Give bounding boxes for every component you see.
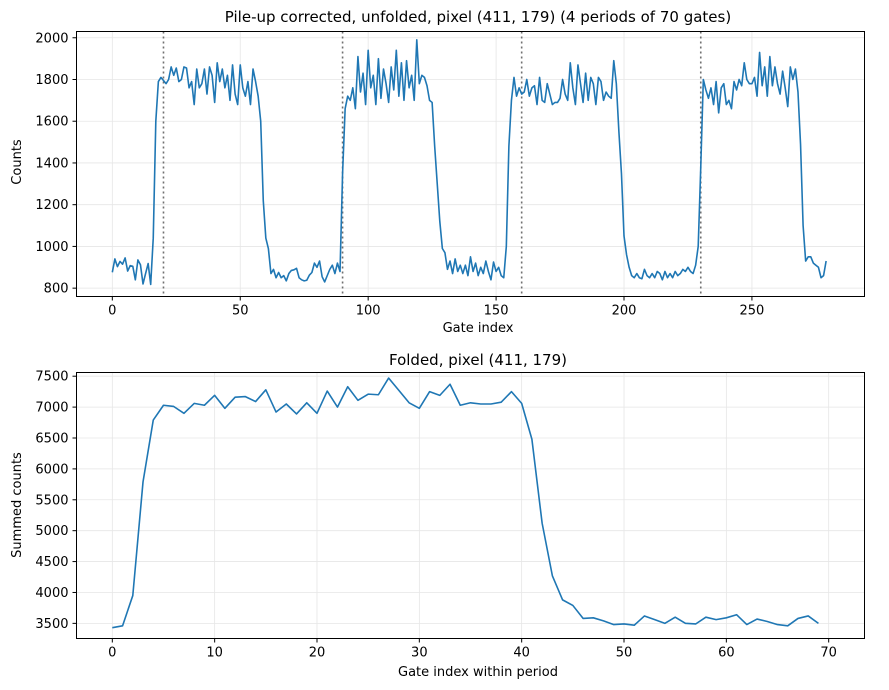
- top-chart: Pile-up corrected, unfolded, pixel (411,…: [10, 8, 865, 336]
- bottom-chart-y-tick-label: 5500: [35, 493, 68, 508]
- top-chart-x-label: Gate index: [443, 321, 514, 336]
- top-chart-y-label: Counts: [10, 139, 25, 185]
- bottom-chart-y-tick-label: 6500: [35, 431, 68, 446]
- top-chart-y-tick-label: 800: [44, 282, 69, 297]
- bottom-chart-y-ticks: 3500 4000 4500 5000 5500 6000 6500 7000 7500: [35, 370, 77, 632]
- top-chart-x-tick-label: 250: [740, 304, 765, 319]
- top-chart-x-tick-label: 0: [108, 304, 116, 319]
- bottom-chart-x-ticks: 0 10 20 30 40 50 60 70: [108, 638, 837, 661]
- bottom-chart-title: Folded, pixel (411, 179): [389, 351, 567, 369]
- bottom-chart: Folded, pixel (411, 179) 0 10 20 30 40 50 60 70…: [10, 351, 865, 680]
- bottom-chart-x-tick-label: 40: [513, 646, 530, 661]
- top-chart-y-tick-label: 1600: [35, 115, 68, 130]
- bottom-chart-series-line: [112, 377, 819, 629]
- top-chart-y-tick-label: 1800: [35, 73, 68, 88]
- bottom-chart-x-label: Gate index within period: [398, 665, 558, 680]
- bottom-chart-x-tick-label: 20: [309, 646, 326, 661]
- top-chart-y-tick-label: 2000: [35, 31, 68, 46]
- bottom-chart-plot-frame: [76, 372, 865, 639]
- top-chart-x-tick-label: 50: [232, 304, 249, 319]
- bottom-chart-y-tick-label: 7500: [35, 370, 68, 385]
- top-chart-x-ticks: 0 50 100 150 200 250: [108, 296, 765, 319]
- bottom-chart-y-tick-label: 5000: [35, 524, 68, 539]
- bottom-chart-y-tick-label: 3500: [35, 617, 68, 632]
- bottom-chart-x-tick-label: 60: [718, 646, 735, 661]
- bottom-chart-y-label: Summed counts: [10, 452, 25, 558]
- top-chart-x-tick-label: 100: [356, 304, 381, 319]
- bottom-chart-y-tick-label: 6000: [35, 462, 68, 477]
- bottom-chart-x-tick-label: 30: [411, 646, 428, 661]
- bottom-chart-x-tick-label: 10: [206, 646, 223, 661]
- bottom-chart-x-tick-label: 0: [108, 646, 116, 661]
- top-chart-plot-frame: [76, 31, 865, 297]
- bottom-chart-y-tick-label: 7000: [35, 401, 68, 416]
- bottom-chart-x-tick-label: 50: [616, 646, 633, 661]
- top-chart-y-tick-label: 1000: [35, 240, 68, 255]
- top-chart-y-tick-label: 1400: [35, 156, 68, 171]
- top-chart-title: Pile-up corrected, unfolded, pixel (411,…: [225, 8, 731, 26]
- bottom-chart-y-tick-label: 4500: [35, 555, 68, 570]
- top-chart-period-markers: [162, 31, 702, 297]
- top-chart-y-ticks: 800 1000 1200 1400 1600 1800 2000: [35, 31, 77, 297]
- top-chart-x-tick-label: 150: [484, 304, 509, 319]
- top-chart-x-tick-label: 200: [612, 304, 637, 319]
- bottom-chart-x-tick-label: 70: [820, 646, 837, 661]
- top-chart-series-line: [111, 39, 827, 286]
- top-chart-y-tick-label: 1200: [35, 198, 68, 213]
- bottom-chart-grid: [76, 372, 865, 639]
- bottom-chart-y-tick-label: 4000: [35, 586, 68, 601]
